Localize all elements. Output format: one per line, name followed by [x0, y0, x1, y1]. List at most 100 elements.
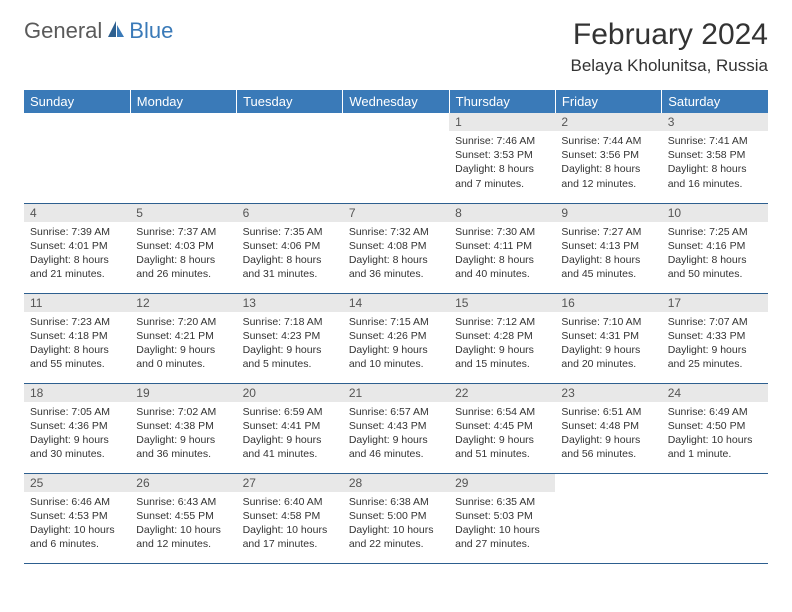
daylight-line-2: and 12 minutes.	[561, 177, 655, 191]
sunrise-line: Sunrise: 6:49 AM	[668, 405, 762, 419]
sunset-line: Sunset: 4:45 PM	[455, 419, 549, 433]
calendar-week-row: 11Sunrise: 7:23 AMSunset: 4:18 PMDayligh…	[24, 293, 768, 383]
sunrise-line: Sunrise: 7:30 AM	[455, 225, 549, 239]
daylight-line-1: Daylight: 8 hours	[455, 253, 549, 267]
day-number: 15	[449, 294, 555, 312]
daylight-line-1: Daylight: 9 hours	[349, 433, 443, 447]
day-number: 25	[24, 474, 130, 492]
calendar-day-cell	[555, 473, 661, 563]
day-number: 13	[237, 294, 343, 312]
weekday-header: Sunday	[24, 90, 130, 113]
day-content: Sunrise: 6:51 AMSunset: 4:48 PMDaylight:…	[555, 402, 661, 465]
location-label: Belaya Kholunitsa, Russia	[570, 56, 768, 76]
day-number: 4	[24, 204, 130, 222]
sunrise-line: Sunrise: 7:41 AM	[668, 134, 762, 148]
day-number: 19	[130, 384, 236, 402]
daylight-line-1: Daylight: 8 hours	[561, 162, 655, 176]
calendar-day-cell: 17Sunrise: 7:07 AMSunset: 4:33 PMDayligh…	[662, 293, 768, 383]
sunset-line: Sunset: 4:50 PM	[668, 419, 762, 433]
sunset-line: Sunset: 4:21 PM	[136, 329, 230, 343]
day-number: 8	[449, 204, 555, 222]
calendar-table: Sunday Monday Tuesday Wednesday Thursday…	[24, 90, 768, 564]
daylight-line-2: and 6 minutes.	[30, 537, 124, 551]
daylight-line-1: Daylight: 8 hours	[30, 253, 124, 267]
day-number: 28	[343, 474, 449, 492]
sunrise-line: Sunrise: 6:57 AM	[349, 405, 443, 419]
daylight-line-1: Daylight: 9 hours	[455, 343, 549, 357]
calendar-day-cell: 5Sunrise: 7:37 AMSunset: 4:03 PMDaylight…	[130, 203, 236, 293]
daylight-line-2: and 10 minutes.	[349, 357, 443, 371]
daylight-line-2: and 51 minutes.	[455, 447, 549, 461]
sunset-line: Sunset: 4:48 PM	[561, 419, 655, 433]
sunset-line: Sunset: 4:08 PM	[349, 239, 443, 253]
sunrise-line: Sunrise: 6:59 AM	[243, 405, 337, 419]
daylight-line-2: and 25 minutes.	[668, 357, 762, 371]
sunrise-line: Sunrise: 7:44 AM	[561, 134, 655, 148]
weekday-header: Friday	[555, 90, 661, 113]
daylight-line-2: and 31 minutes.	[243, 267, 337, 281]
day-number: 22	[449, 384, 555, 402]
sunset-line: Sunset: 4:28 PM	[455, 329, 549, 343]
sunset-line: Sunset: 4:38 PM	[136, 419, 230, 433]
calendar-week-row: 1Sunrise: 7:46 AMSunset: 3:53 PMDaylight…	[24, 113, 768, 203]
day-number: 26	[130, 474, 236, 492]
daylight-line-2: and 16 minutes.	[668, 177, 762, 191]
daylight-line-2: and 21 minutes.	[30, 267, 124, 281]
day-content: Sunrise: 7:27 AMSunset: 4:13 PMDaylight:…	[555, 222, 661, 285]
logo-text-blue: Blue	[129, 18, 173, 44]
daylight-line-1: Daylight: 8 hours	[30, 343, 124, 357]
sunrise-line: Sunrise: 7:02 AM	[136, 405, 230, 419]
calendar-day-cell: 2Sunrise: 7:44 AMSunset: 3:56 PMDaylight…	[555, 113, 661, 203]
sunrise-line: Sunrise: 7:07 AM	[668, 315, 762, 329]
daylight-line-1: Daylight: 10 hours	[30, 523, 124, 537]
daylight-line-2: and 50 minutes.	[668, 267, 762, 281]
weekday-header: Wednesday	[343, 90, 449, 113]
sunrise-line: Sunrise: 7:27 AM	[561, 225, 655, 239]
day-content: Sunrise: 7:46 AMSunset: 3:53 PMDaylight:…	[449, 131, 555, 194]
daylight-line-1: Daylight: 10 hours	[349, 523, 443, 537]
calendar-day-cell: 22Sunrise: 6:54 AMSunset: 4:45 PMDayligh…	[449, 383, 555, 473]
sunset-line: Sunset: 4:58 PM	[243, 509, 337, 523]
logo-text-general: General	[24, 18, 102, 44]
daylight-line-2: and 26 minutes.	[136, 267, 230, 281]
day-content: Sunrise: 7:37 AMSunset: 4:03 PMDaylight:…	[130, 222, 236, 285]
day-content: Sunrise: 7:39 AMSunset: 4:01 PMDaylight:…	[24, 222, 130, 285]
sunset-line: Sunset: 5:03 PM	[455, 509, 549, 523]
daylight-line-1: Daylight: 8 hours	[668, 162, 762, 176]
day-content: Sunrise: 7:25 AMSunset: 4:16 PMDaylight:…	[662, 222, 768, 285]
calendar-day-cell: 8Sunrise: 7:30 AMSunset: 4:11 PMDaylight…	[449, 203, 555, 293]
day-number: 5	[130, 204, 236, 222]
daylight-line-2: and 15 minutes.	[455, 357, 549, 371]
sunset-line: Sunset: 4:23 PM	[243, 329, 337, 343]
day-number: 9	[555, 204, 661, 222]
daylight-line-2: and 27 minutes.	[455, 537, 549, 551]
daylight-line-1: Daylight: 10 hours	[668, 433, 762, 447]
month-title: February 2024	[570, 18, 768, 52]
sunrise-line: Sunrise: 6:35 AM	[455, 495, 549, 509]
calendar-day-cell: 24Sunrise: 6:49 AMSunset: 4:50 PMDayligh…	[662, 383, 768, 473]
daylight-line-2: and 41 minutes.	[243, 447, 337, 461]
daylight-line-1: Daylight: 10 hours	[455, 523, 549, 537]
sunset-line: Sunset: 3:56 PM	[561, 148, 655, 162]
sunrise-line: Sunrise: 7:18 AM	[243, 315, 337, 329]
calendar-day-cell: 7Sunrise: 7:32 AMSunset: 4:08 PMDaylight…	[343, 203, 449, 293]
sunset-line: Sunset: 4:06 PM	[243, 239, 337, 253]
sunset-line: Sunset: 4:43 PM	[349, 419, 443, 433]
sunset-line: Sunset: 5:00 PM	[349, 509, 443, 523]
sunrise-line: Sunrise: 7:23 AM	[30, 315, 124, 329]
day-number: 1	[449, 113, 555, 131]
daylight-line-2: and 0 minutes.	[136, 357, 230, 371]
title-block: February 2024 Belaya Kholunitsa, Russia	[570, 18, 768, 76]
sunrise-line: Sunrise: 6:46 AM	[30, 495, 124, 509]
day-number: 7	[343, 204, 449, 222]
daylight-line-2: and 12 minutes.	[136, 537, 230, 551]
calendar-day-cell: 28Sunrise: 6:38 AMSunset: 5:00 PMDayligh…	[343, 473, 449, 563]
calendar-day-cell: 4Sunrise: 7:39 AMSunset: 4:01 PMDaylight…	[24, 203, 130, 293]
day-content: Sunrise: 6:49 AMSunset: 4:50 PMDaylight:…	[662, 402, 768, 465]
sunset-line: Sunset: 4:26 PM	[349, 329, 443, 343]
logo: General Blue	[24, 18, 173, 44]
daylight-line-2: and 46 minutes.	[349, 447, 443, 461]
daylight-line-2: and 56 minutes.	[561, 447, 655, 461]
day-number: 3	[662, 113, 768, 131]
daylight-line-1: Daylight: 9 hours	[561, 433, 655, 447]
